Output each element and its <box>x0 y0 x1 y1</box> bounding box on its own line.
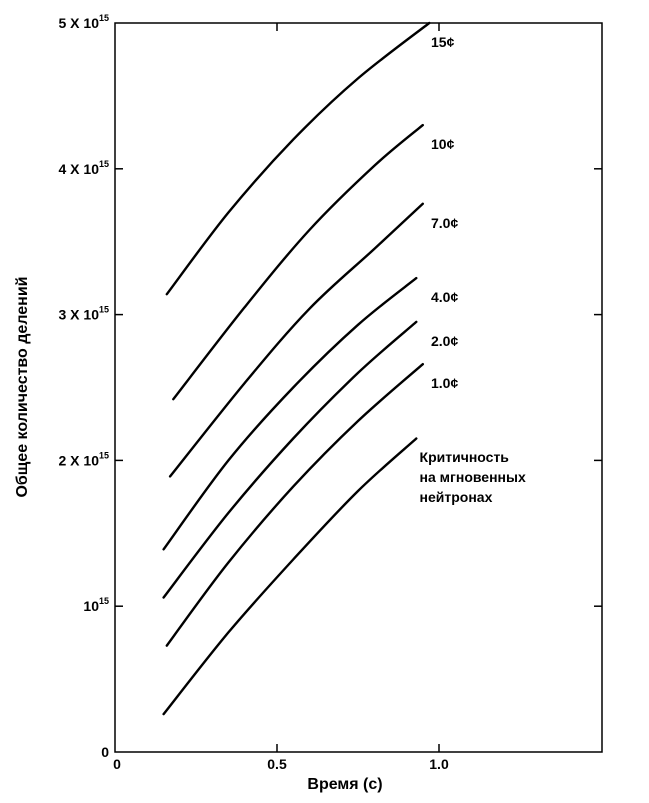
series-line-5 <box>162 320 418 599</box>
series-label-6: 1.0¢ <box>431 375 458 391</box>
x-tick-label: 0 <box>113 756 121 772</box>
annotation-line: Критичность <box>420 449 510 465</box>
series-label-4: 4.0¢ <box>431 289 458 305</box>
x-tick-label: 0.5 <box>267 756 287 772</box>
y-tick-label: 3 X 1015 <box>59 305 110 323</box>
y-axis-title: Общее количество делений <box>14 276 31 497</box>
series-line-4 <box>162 276 418 551</box>
annotation-line: нейтронах <box>420 489 493 505</box>
x-tick-label: 1.0 <box>429 756 449 772</box>
y-tick-label: 2 X 1015 <box>59 450 110 468</box>
annotation-line: на мгновенных <box>420 469 526 485</box>
series-line-1 <box>165 21 431 296</box>
y-tick-label: 0 <box>101 744 109 760</box>
y-tick-label: 4 X 1015 <box>59 159 110 177</box>
plot-frame <box>114 22 603 753</box>
y-tick-label: 1015 <box>83 596 109 614</box>
series-label-2: 10¢ <box>431 136 455 152</box>
series-label-1: 15¢ <box>431 34 455 50</box>
series-line-3 <box>168 202 424 478</box>
series-label-3: 7.0¢ <box>431 215 458 231</box>
series-label-5: 2.0¢ <box>431 333 458 349</box>
x-axis-title: Время (с) <box>307 776 382 793</box>
series-line-2 <box>172 123 424 401</box>
y-tick-label: 5 X 1015 <box>59 13 110 31</box>
series-line-6 <box>165 363 424 647</box>
series-line-7 <box>162 437 418 716</box>
